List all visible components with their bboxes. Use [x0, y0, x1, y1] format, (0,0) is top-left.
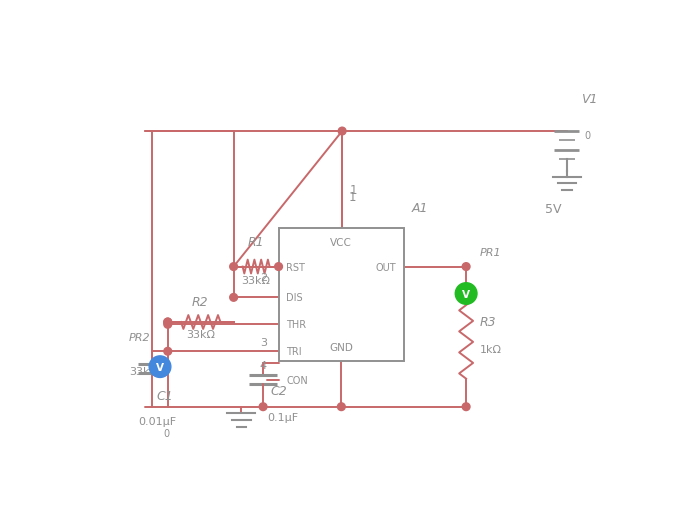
Text: 2: 2: [260, 273, 267, 283]
Circle shape: [229, 263, 238, 271]
Text: 33kΩ: 33kΩ: [186, 330, 215, 340]
Circle shape: [164, 319, 171, 326]
Text: 33kΩ: 33kΩ: [129, 366, 158, 377]
Circle shape: [275, 263, 283, 271]
Circle shape: [259, 403, 267, 411]
Text: 0: 0: [584, 131, 590, 140]
Text: DIS: DIS: [286, 293, 303, 303]
Text: GND: GND: [330, 342, 353, 352]
Circle shape: [337, 403, 346, 411]
Circle shape: [462, 403, 470, 411]
Text: OUT: OUT: [376, 262, 397, 272]
Circle shape: [462, 263, 470, 271]
Circle shape: [455, 283, 477, 305]
Text: THR: THR: [286, 320, 306, 330]
Text: V: V: [462, 289, 470, 299]
Text: 0.1μF: 0.1μF: [267, 412, 298, 422]
Circle shape: [164, 321, 171, 328]
Text: PR1: PR1: [480, 247, 502, 258]
Circle shape: [149, 356, 171, 378]
Text: C1: C1: [156, 389, 173, 402]
Text: 1: 1: [348, 190, 356, 204]
Text: 3: 3: [260, 337, 267, 348]
Text: R2: R2: [192, 296, 209, 308]
Circle shape: [229, 294, 238, 302]
Text: TRI: TRI: [286, 347, 302, 357]
Text: 1: 1: [350, 183, 357, 196]
Text: V: V: [156, 362, 164, 372]
Text: A1: A1: [412, 202, 428, 215]
Text: 1kΩ: 1kΩ: [480, 345, 502, 354]
Text: 5V: 5V: [545, 202, 561, 215]
Circle shape: [164, 348, 171, 355]
FancyBboxPatch shape: [278, 229, 404, 361]
Text: 0: 0: [163, 428, 169, 438]
Text: V1: V1: [581, 93, 597, 106]
Text: VCC: VCC: [330, 238, 352, 247]
Text: CON: CON: [286, 375, 308, 385]
Text: PR2: PR2: [129, 332, 151, 342]
Text: R1: R1: [248, 236, 265, 248]
Text: R3: R3: [480, 316, 497, 328]
Circle shape: [339, 128, 346, 135]
Text: RST: RST: [286, 262, 305, 272]
Text: 4: 4: [260, 360, 267, 371]
Text: 0.01μF: 0.01μF: [138, 416, 176, 426]
Text: C2: C2: [271, 384, 287, 397]
Text: 33kΩ: 33kΩ: [242, 276, 271, 286]
Circle shape: [164, 319, 171, 326]
